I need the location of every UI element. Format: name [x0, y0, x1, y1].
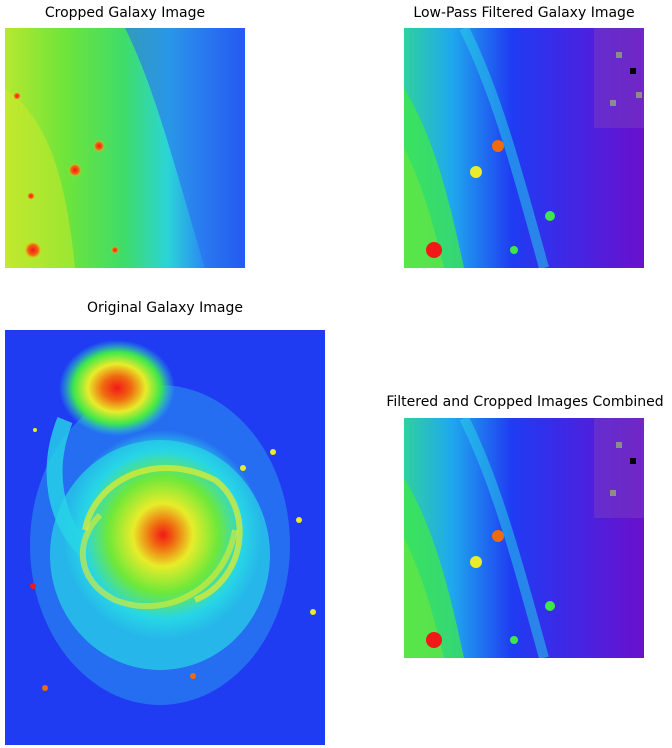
star-marker	[270, 449, 276, 455]
star-marker	[27, 192, 35, 200]
cropped-galaxy-image	[5, 28, 245, 268]
star-marker	[68, 163, 82, 177]
star-marker	[13, 92, 21, 100]
lowpass-galaxy-image	[404, 28, 644, 268]
star-marker	[492, 530, 504, 542]
noise-pixel	[610, 100, 616, 106]
star-marker	[33, 428, 37, 432]
star-marker	[240, 465, 246, 471]
star-marker	[510, 636, 518, 644]
star-marker	[111, 246, 119, 254]
noise-pixel	[630, 458, 636, 464]
star-marker	[42, 685, 48, 691]
star-marker	[510, 246, 518, 254]
noise-pixel	[610, 490, 616, 496]
lowpass-image-title: Low-Pass Filtered Galaxy Image	[413, 5, 635, 21]
star-marker	[470, 166, 482, 178]
star-marker	[545, 601, 555, 611]
star-marker	[492, 140, 504, 152]
combined-galaxy-image	[404, 418, 644, 658]
star-marker	[296, 517, 302, 523]
cropped-image-title: Cropped Galaxy Image	[44, 5, 206, 21]
original-image-title: Original Galaxy Image	[87, 300, 243, 316]
star-marker	[93, 140, 105, 152]
star-marker	[30, 583, 36, 589]
noise-pixel	[616, 442, 622, 448]
star-marker	[545, 211, 555, 221]
original-galaxy-image	[5, 330, 325, 745]
star-marker	[426, 632, 442, 648]
companion-galaxy	[59, 340, 175, 436]
combined-image-title: Filtered and Cropped Images Combined	[386, 394, 664, 410]
star-marker	[470, 556, 482, 568]
star-marker	[190, 673, 196, 679]
star-marker	[24, 241, 42, 259]
star-marker	[426, 242, 442, 258]
star-marker	[310, 609, 316, 615]
noise-pixel	[630, 68, 636, 74]
noise-pixel	[636, 92, 642, 98]
noise-pixel	[616, 52, 622, 58]
